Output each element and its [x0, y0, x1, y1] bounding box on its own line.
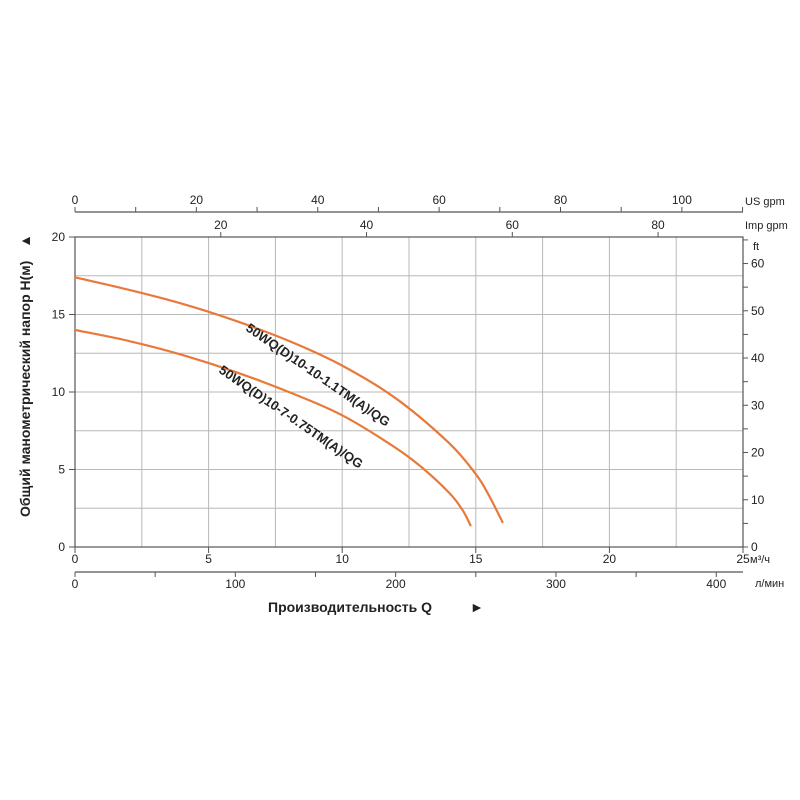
ft-tick-label: 50 [751, 304, 765, 318]
us-gpm-tick-label: 100 [672, 193, 692, 207]
x-tick-label: 10 [336, 552, 350, 566]
ft-unit-label: ft [753, 241, 759, 253]
axes [69, 207, 748, 577]
ft-tick-label: 0 [751, 540, 758, 554]
x-tick-label: 25 [736, 552, 750, 566]
lpm-tick-label: 300 [546, 577, 566, 591]
curve-10-10-1-1 [73, 276, 504, 524]
y-axis-arrow: ▲ [17, 234, 33, 248]
x-axis-title: Производительность Q [268, 599, 432, 615]
us-gpm-tick-label: 20 [190, 193, 204, 207]
y-tick-label: 20 [52, 230, 66, 244]
curve-10-7-0-75 [73, 328, 472, 527]
performance-curves [73, 276, 504, 527]
us-gpm-tick-label: 80 [554, 193, 568, 207]
lpm-tick-label: 200 [386, 577, 406, 591]
x-tick-label: 20 [603, 552, 617, 566]
ft-tick-label: 60 [751, 257, 765, 271]
lpm-tick-label: 0 [72, 577, 79, 591]
ft-tick-label: 20 [751, 446, 765, 460]
x-tick-label: 5 [205, 552, 212, 566]
x-unit-label: м³/ч [750, 554, 770, 566]
x-tick-label: 0 [72, 552, 79, 566]
imp-gpm-tick-label: 80 [651, 218, 665, 232]
us-gpm-unit-label: US gpm [745, 196, 785, 208]
lpm-tick-label: 100 [225, 577, 245, 591]
ft-tick-label: 40 [751, 351, 765, 365]
ft-tick-label: 10 [751, 493, 765, 507]
y-tick-label: 5 [58, 463, 65, 477]
imp-gpm-tick-label: 20 [214, 218, 228, 232]
us-gpm-tick-label: 60 [432, 193, 446, 207]
lpm-unit-label: л/мин [755, 578, 784, 590]
y-axis-title: Общий манометрический напор H(м) [17, 261, 33, 517]
imp-gpm-tick-label: 60 [506, 218, 520, 232]
grid [74, 236, 744, 548]
imp-gpm-tick-label: 40 [360, 218, 374, 232]
y-tick-label: 10 [52, 385, 66, 399]
y-tick-label: 0 [58, 540, 65, 554]
ft-tick-label: 30 [751, 398, 765, 412]
x-axis-arrow: ► [470, 599, 484, 615]
us-gpm-tick-label: 40 [311, 193, 325, 207]
imp-gpm-unit-label: Imp gpm [745, 220, 788, 232]
series-label: 50WQ(D)10-10-1.1TM(A)/QG [243, 320, 393, 429]
y-tick-label: 15 [52, 308, 66, 322]
us-gpm-tick-label: 0 [72, 193, 79, 207]
x-tick-label: 15 [469, 552, 483, 566]
lpm-tick-label: 400 [706, 577, 726, 591]
